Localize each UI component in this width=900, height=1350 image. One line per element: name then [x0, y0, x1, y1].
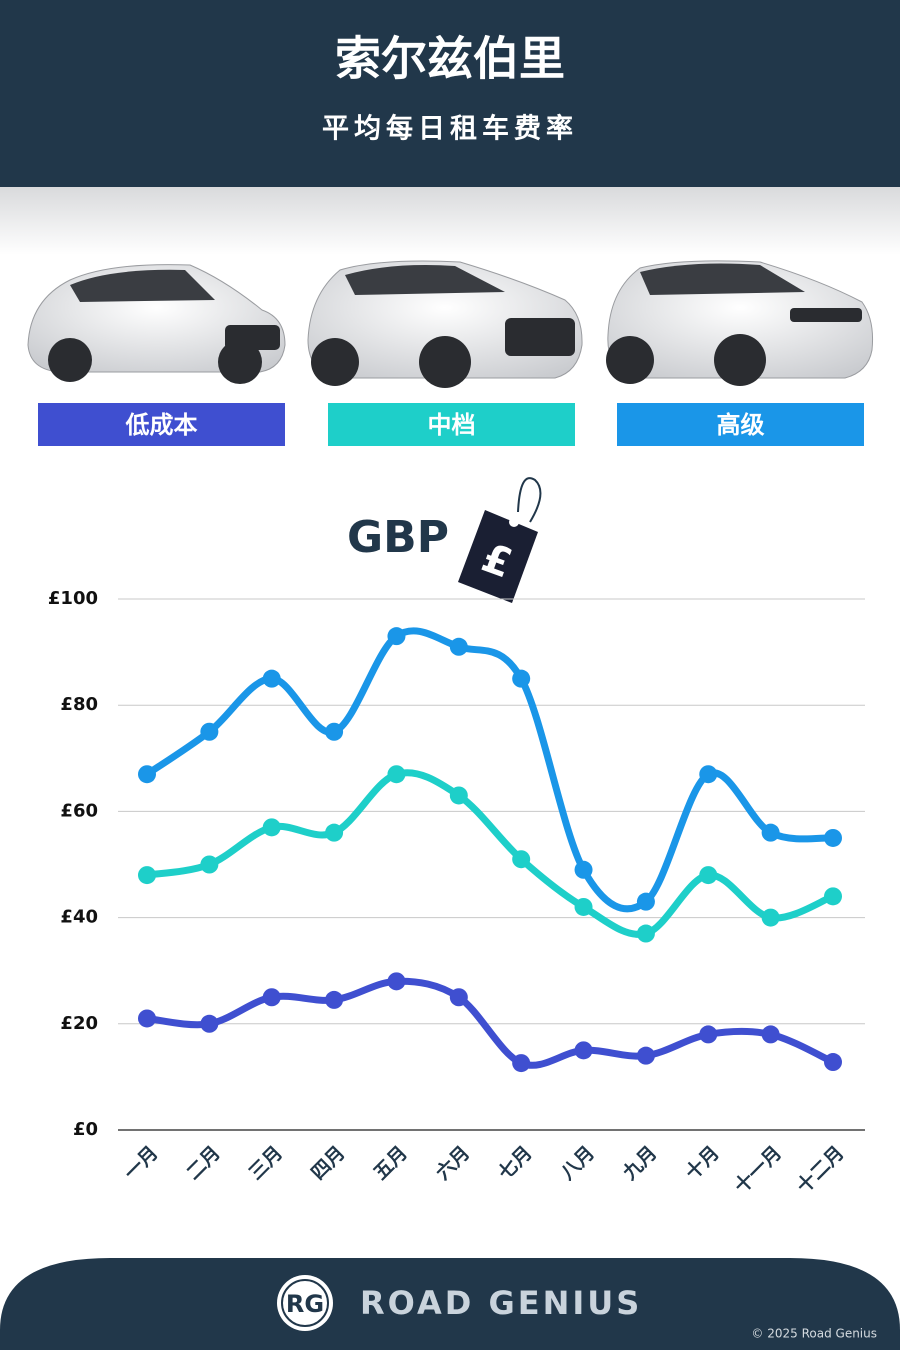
- data-point: [325, 722, 344, 741]
- data-point: [574, 1041, 593, 1060]
- car-economy: [27, 264, 286, 384]
- data-point: [636, 892, 655, 911]
- y-tick-label: £80: [60, 694, 98, 715]
- y-tick-label: £100: [48, 588, 98, 609]
- data-point: [200, 855, 219, 874]
- data-point: [824, 1053, 842, 1072]
- data-point: [574, 860, 593, 879]
- data-point: [512, 850, 531, 869]
- data-point: [574, 897, 593, 916]
- price-tag: £: [458, 477, 542, 603]
- data-point: [761, 823, 780, 842]
- logo-initials: RG: [286, 1290, 324, 1318]
- y-tick-label: £60: [60, 800, 98, 821]
- y-tick-label: £0: [73, 1119, 98, 1140]
- data-point: [824, 887, 842, 906]
- logo-circle: [277, 1275, 333, 1331]
- legend-label: 高级: [717, 411, 765, 439]
- data-point: [761, 908, 780, 927]
- footer: [0, 1258, 900, 1350]
- copyright: © 2025 Road Genius: [751, 1327, 877, 1341]
- data-point: [636, 924, 655, 943]
- car-premium: [606, 260, 873, 386]
- legend-swatch: [328, 403, 575, 446]
- data-point: [699, 866, 718, 885]
- legend-swatch: [617, 403, 864, 446]
- logo-ring: [281, 1279, 329, 1327]
- header: [0, 0, 900, 187]
- data-point: [387, 765, 406, 784]
- legend-swatch: [38, 403, 285, 446]
- data-point: [387, 972, 406, 991]
- legend-label: 低成本: [125, 411, 198, 439]
- y-tick-label: £40: [60, 907, 98, 928]
- data-point: [449, 988, 468, 1007]
- data-point: [824, 828, 842, 847]
- brand: ROAD GENIUS: [360, 1284, 642, 1322]
- data-point: [512, 1054, 531, 1073]
- data-point: [636, 1046, 655, 1065]
- data-point: [699, 1025, 718, 1044]
- data-point: [449, 786, 468, 805]
- data-point: [761, 1025, 780, 1044]
- data-point: [387, 627, 406, 646]
- subtitle: 平均每日租车费率: [322, 113, 578, 145]
- data-point: [200, 1014, 219, 1033]
- data-point: [262, 988, 281, 1007]
- legend-label: 中档: [428, 411, 476, 439]
- header-shadow: [0, 185, 900, 255]
- data-point: [449, 637, 468, 656]
- data-point: [138, 765, 156, 784]
- data-point: [138, 1009, 156, 1028]
- data-point: [262, 669, 281, 688]
- data-point: [512, 669, 531, 688]
- car-midrange: [307, 260, 583, 388]
- title: 索尔兹伯里: [335, 32, 565, 86]
- data-point: [200, 722, 219, 741]
- data-point: [138, 866, 156, 885]
- unit-label: GBP: [347, 512, 449, 563]
- data-point: [699, 765, 718, 784]
- data-point: [262, 818, 281, 837]
- data-point: [325, 823, 344, 842]
- y-tick-label: £20: [60, 1013, 98, 1034]
- data-point: [325, 990, 344, 1009]
